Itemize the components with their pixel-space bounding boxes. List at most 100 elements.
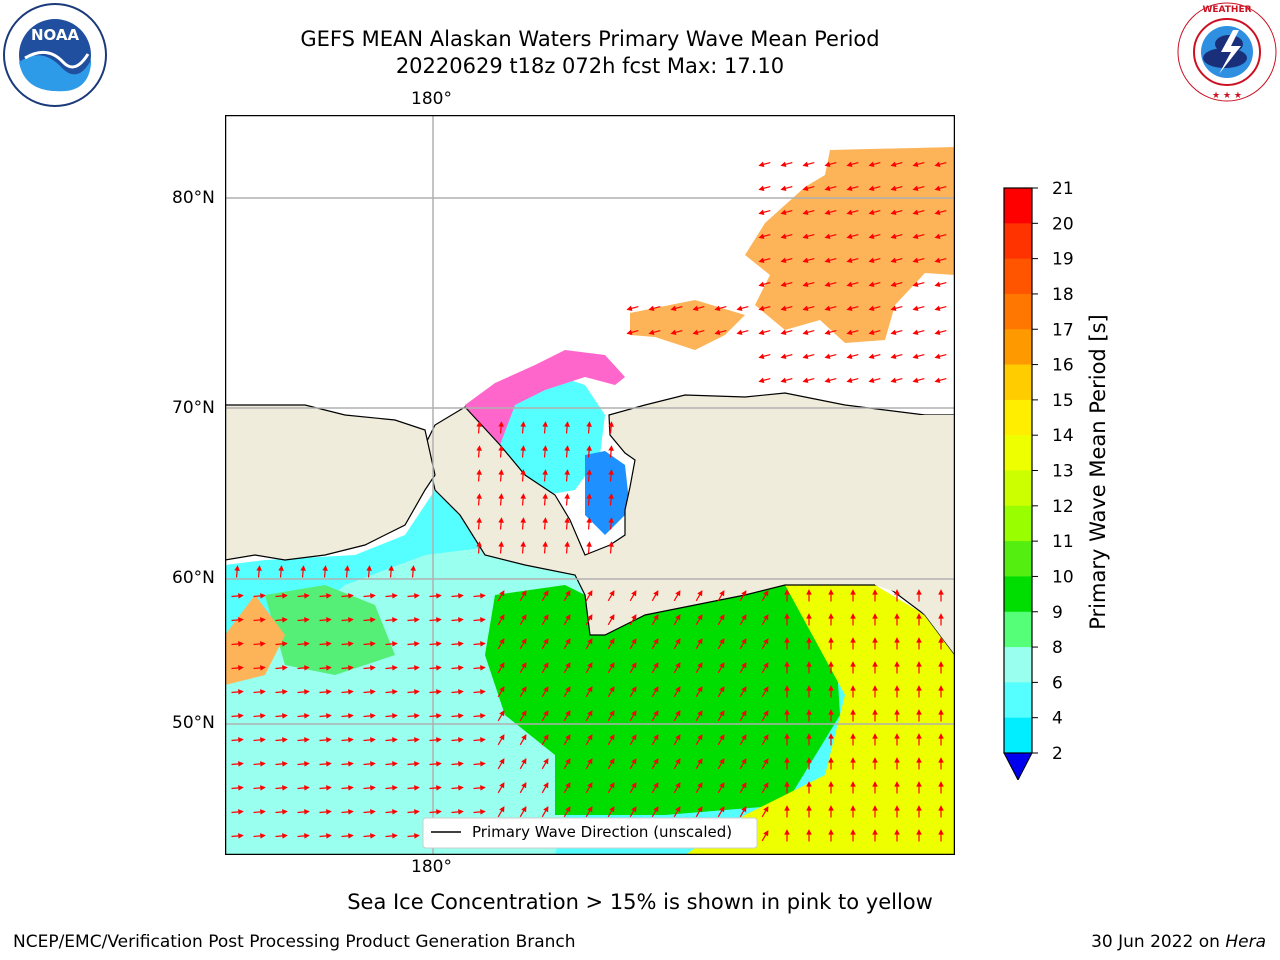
wave-direction-arrowhead bbox=[697, 734, 703, 741]
wave-direction-arrowhead bbox=[238, 785, 244, 791]
wave-direction-arrowhead bbox=[758, 281, 765, 288]
wave-direction-arrowhead bbox=[565, 758, 571, 765]
wave-direction-arrowhead bbox=[824, 329, 831, 336]
wave-direction-arrowhead bbox=[543, 638, 549, 645]
wave-direction-arrowhead bbox=[780, 329, 787, 336]
wave-direction-arrowhead bbox=[697, 782, 703, 789]
wave-direction-arrowhead bbox=[938, 661, 944, 667]
wave-direction-arrowhead bbox=[499, 782, 505, 789]
wave-direction-arrowhead bbox=[894, 613, 900, 619]
wave-direction-arrowhead bbox=[436, 593, 442, 599]
wave-direction-arrowhead bbox=[564, 421, 570, 427]
wave-direction-arrowhead bbox=[653, 806, 659, 813]
wave-direction-arrowhead bbox=[414, 785, 420, 791]
wave-direction-arrowhead bbox=[392, 785, 398, 791]
wave-direction-arrowhead bbox=[802, 209, 809, 216]
wave-direction-arrowhead bbox=[653, 686, 659, 693]
wave-direction-arrowhead bbox=[521, 614, 527, 621]
wave-direction-arrowhead bbox=[609, 710, 615, 717]
wave-direction-arrowhead bbox=[304, 833, 310, 839]
wave-direction-arrowhead bbox=[872, 589, 878, 595]
wave-direction-arrowhead bbox=[300, 565, 306, 571]
wave-direction-arrowhead bbox=[916, 613, 922, 619]
colorbar-segment bbox=[1004, 435, 1032, 471]
wave-direction-arrowhead bbox=[741, 614, 747, 621]
wave-direction-arrowhead bbox=[414, 737, 420, 743]
wave-direction-arrowhead bbox=[543, 782, 549, 789]
wave-direction-arrowhead bbox=[520, 445, 526, 451]
wave-direction-arrowhead bbox=[587, 782, 593, 789]
wave-direction-arrowhead bbox=[697, 686, 703, 693]
wave-direction-arrowhead bbox=[763, 830, 769, 837]
wave-direction-arrowhead bbox=[763, 662, 769, 669]
wave-direction-arrowhead bbox=[894, 829, 900, 835]
wave-direction-arrowhead bbox=[763, 782, 769, 789]
wave-direction-arrowhead bbox=[282, 641, 288, 647]
wave-direction-arrowhead bbox=[608, 517, 614, 523]
wave-direction-arrowhead bbox=[499, 662, 505, 669]
wave-direction-arrowhead bbox=[609, 590, 615, 597]
wave-direction-arrowhead bbox=[934, 185, 941, 192]
footer-date: 30 Jun 2022 on bbox=[1091, 932, 1226, 952]
wave-direction-arrowhead bbox=[890, 377, 897, 384]
wave-direction-arrowhead bbox=[326, 617, 332, 623]
wave-direction-arrowhead bbox=[498, 445, 504, 451]
colorbar-tick-label: 16 bbox=[1052, 356, 1074, 376]
wave-direction-arrowhead bbox=[824, 233, 831, 240]
wave-direction-arrowhead bbox=[653, 614, 659, 621]
wave-direction-arrowhead bbox=[938, 757, 944, 763]
wave-direction-arrowhead bbox=[938, 805, 944, 811]
wave-direction-arrowhead bbox=[304, 713, 310, 719]
wave-direction-arrowhead bbox=[916, 805, 922, 811]
wave-direction-arrowhead bbox=[587, 758, 593, 765]
wave-direction-arrowhead bbox=[480, 761, 486, 767]
wave-direction-arrowhead bbox=[565, 782, 571, 789]
wave-direction-arrowhead bbox=[872, 709, 878, 715]
wave-direction-arrowhead bbox=[565, 710, 571, 717]
wave-direction-arrowhead bbox=[436, 641, 442, 647]
wave-direction-arrowhead bbox=[260, 665, 266, 671]
wave-direction-arrowhead bbox=[436, 737, 442, 743]
wave-direction-arrowhead bbox=[784, 781, 790, 787]
wave-direction-arrowhead bbox=[348, 809, 354, 815]
wave-direction-arrowhead bbox=[260, 641, 266, 647]
wave-direction-arrowhead bbox=[499, 734, 505, 741]
wave-direction-arrowhead bbox=[458, 617, 464, 623]
wave-direction-arrowhead bbox=[763, 710, 769, 717]
wave-direction-arrowhead bbox=[719, 590, 725, 597]
wave-direction-arrowhead bbox=[872, 805, 878, 811]
lat-label-50: 50°N bbox=[172, 713, 215, 733]
wave-direction-arrowhead bbox=[934, 281, 941, 288]
wave-direction-arrowhead bbox=[916, 733, 922, 739]
wave-direction-arrowhead bbox=[392, 617, 398, 623]
colorbar-segment bbox=[1004, 611, 1032, 648]
wave-direction-arrowhead bbox=[392, 761, 398, 767]
wave-direction-arrowhead bbox=[675, 806, 681, 813]
colorbar-segment bbox=[1004, 258, 1032, 295]
wave-direction-arrowhead bbox=[719, 662, 725, 669]
wave-direction-arrowhead bbox=[370, 665, 376, 671]
wave-direction-arrowhead bbox=[388, 565, 394, 571]
wave-direction-arrowhead bbox=[736, 329, 743, 336]
wave-direction-arrowhead bbox=[741, 734, 747, 741]
wave-direction-arrowhead bbox=[828, 757, 834, 763]
wave-direction-arrowhead bbox=[784, 733, 790, 739]
wave-direction-arrowhead bbox=[370, 713, 376, 719]
wave-direction-arrowhead bbox=[348, 593, 354, 599]
wave-direction-arrowhead bbox=[498, 493, 504, 499]
wave-direction-arrowhead bbox=[916, 781, 922, 787]
wave-direction-arrowhead bbox=[758, 305, 765, 312]
wave-direction-arrowhead bbox=[348, 785, 354, 791]
wave-direction-arrowhead bbox=[366, 565, 372, 571]
wave-direction-arrowhead bbox=[850, 613, 856, 619]
wave-direction-arrowhead bbox=[758, 257, 765, 264]
wave-direction-arrowhead bbox=[392, 809, 398, 815]
wave-direction-arrowhead bbox=[565, 614, 571, 621]
wave-direction-arrowhead bbox=[872, 661, 878, 667]
wave-direction-arrowhead bbox=[872, 781, 878, 787]
wave-direction-arrowhead bbox=[758, 185, 765, 192]
wave-direction-arrowhead bbox=[912, 305, 919, 312]
colorbar-segment bbox=[1004, 399, 1032, 436]
wave-direction-arrowhead bbox=[458, 761, 464, 767]
wave-direction-arrowhead bbox=[326, 641, 332, 647]
